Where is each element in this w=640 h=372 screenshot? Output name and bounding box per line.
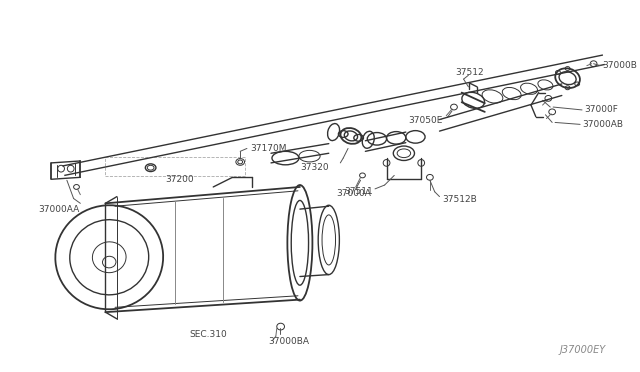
- Text: 37511: 37511: [344, 187, 373, 196]
- Text: 37000A: 37000A: [337, 189, 371, 198]
- Text: 37000AA: 37000AA: [38, 205, 80, 214]
- Text: 37512: 37512: [455, 68, 484, 77]
- Text: 37000AB: 37000AB: [582, 120, 623, 129]
- Text: SEC.310: SEC.310: [189, 330, 227, 339]
- Text: 37000B: 37000B: [602, 61, 637, 70]
- Text: 37200: 37200: [165, 175, 194, 184]
- Text: 37512B: 37512B: [442, 195, 477, 204]
- Text: 37320: 37320: [300, 163, 329, 172]
- Text: 37050E: 37050E: [408, 116, 442, 125]
- Text: 37000F: 37000F: [584, 105, 618, 115]
- Bar: [106, 157, 245, 176]
- Text: J37000EY: J37000EY: [560, 346, 606, 356]
- Text: 37170M: 37170M: [250, 144, 286, 153]
- Text: 37000BA: 37000BA: [268, 337, 309, 346]
